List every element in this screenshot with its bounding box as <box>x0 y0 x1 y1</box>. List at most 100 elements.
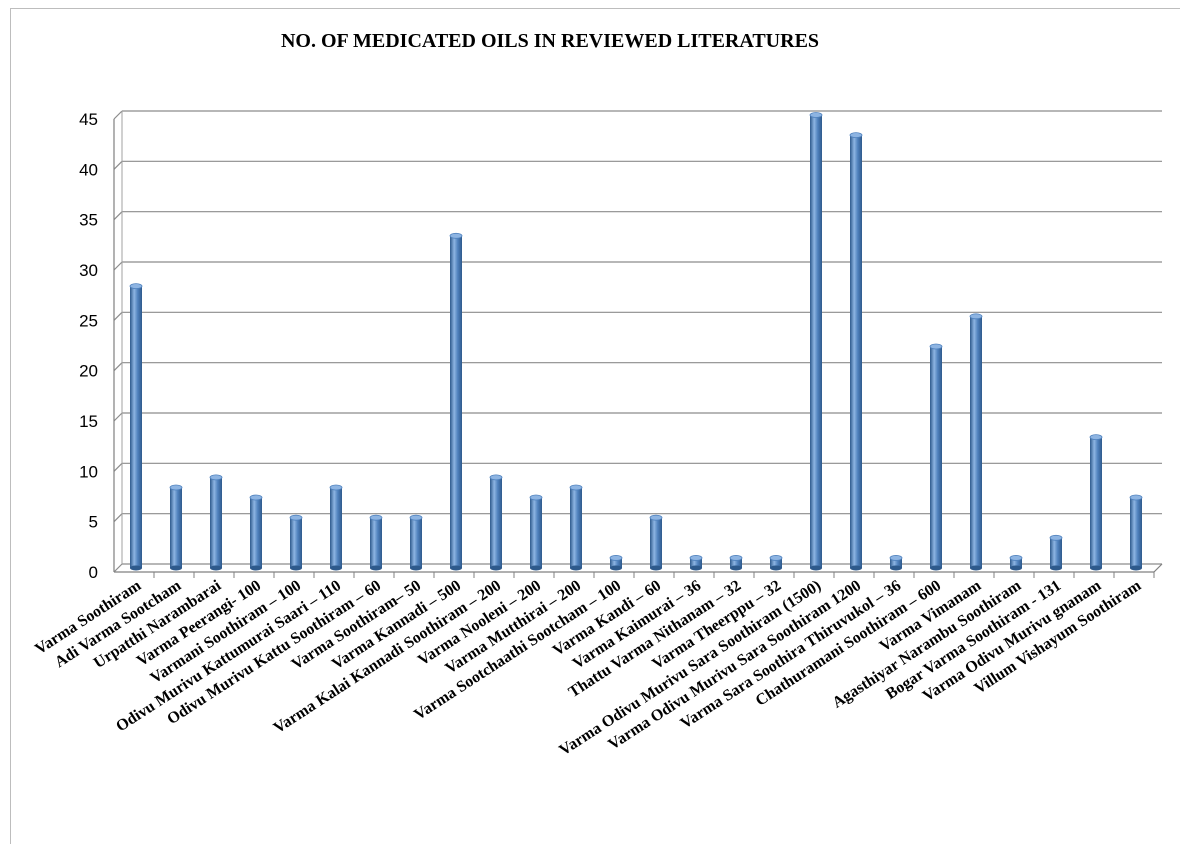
bar-base <box>410 566 422 571</box>
bar-cap <box>770 555 782 560</box>
bar-base <box>650 566 662 571</box>
bar-body <box>490 477 502 568</box>
bar-cap <box>850 133 862 138</box>
bar-base <box>210 566 222 571</box>
bar <box>450 233 462 570</box>
bar-body <box>930 347 942 568</box>
bar <box>610 555 622 570</box>
gridline-depth <box>114 111 122 119</box>
bar-cap <box>210 475 222 480</box>
y-tick-label: 25 <box>79 311 98 330</box>
bar-body <box>970 316 982 568</box>
bar-base <box>290 566 302 571</box>
bar-cap <box>1010 555 1022 560</box>
bar-body <box>1090 437 1102 568</box>
bar-body <box>810 115 822 568</box>
y-tick-label: 15 <box>79 412 98 431</box>
bar-cap <box>890 555 902 560</box>
bar-base <box>370 566 382 571</box>
bar-cap <box>690 555 702 560</box>
bar-cap <box>970 314 982 319</box>
bar-base <box>770 566 782 571</box>
bar-base <box>1050 566 1062 571</box>
y-tick-label: 30 <box>79 261 98 280</box>
bar-body <box>130 286 142 568</box>
bar-cap <box>810 113 822 118</box>
bar <box>170 485 182 571</box>
gridline-depth <box>114 262 122 270</box>
gridline-depth <box>114 463 122 471</box>
bar <box>1090 435 1102 571</box>
bar-base <box>170 566 182 571</box>
bar-cap <box>570 485 582 490</box>
bar <box>530 495 542 570</box>
bar-base <box>450 566 462 571</box>
bar <box>330 485 342 571</box>
gridline-depth <box>114 312 122 320</box>
bar-base <box>250 566 262 571</box>
bar-body <box>410 518 422 568</box>
bar-cap <box>130 284 142 289</box>
bar-base <box>890 566 902 571</box>
bar <box>490 475 502 571</box>
bar <box>410 515 422 570</box>
bar-base <box>130 566 142 571</box>
bar-cap <box>1130 495 1142 500</box>
bar <box>370 515 382 570</box>
bar-base <box>1090 566 1102 571</box>
bar <box>650 515 662 570</box>
bar <box>850 133 862 571</box>
bar <box>690 555 702 570</box>
bar <box>810 113 822 571</box>
bar-base <box>730 566 742 571</box>
bar <box>250 495 262 570</box>
bar-cap <box>450 233 462 238</box>
bar-base <box>690 566 702 571</box>
bar <box>1050 535 1062 570</box>
y-tick-label: 5 <box>89 513 98 532</box>
bar-base <box>850 566 862 571</box>
y-tick-label: 35 <box>79 211 98 230</box>
bar <box>210 475 222 571</box>
bar-body <box>1130 498 1142 568</box>
bar-body <box>290 518 302 568</box>
bar-cap <box>650 515 662 520</box>
bar <box>730 555 742 570</box>
bar-cap <box>170 485 182 490</box>
bar-cap <box>370 515 382 520</box>
axes <box>114 111 1162 578</box>
bar-cap <box>730 555 742 560</box>
bar-body <box>850 135 862 568</box>
bar-base <box>930 566 942 571</box>
y-tick-label: 0 <box>89 563 98 582</box>
bar <box>970 314 982 571</box>
floor-right-edge <box>1154 564 1162 572</box>
bar <box>290 515 302 570</box>
bar-cap <box>330 485 342 490</box>
bar-base <box>810 566 822 571</box>
gridlines <box>114 111 1162 572</box>
bar <box>1010 555 1022 570</box>
bar-body <box>210 477 222 568</box>
bar-body <box>170 487 182 568</box>
bar <box>930 344 942 570</box>
bar-cap <box>250 495 262 500</box>
bar-base <box>1010 566 1022 571</box>
gridline-depth <box>114 413 122 421</box>
bar <box>770 555 782 570</box>
y-tick-label: 20 <box>79 362 98 381</box>
gridline-depth <box>114 564 122 572</box>
bars <box>130 113 1142 571</box>
y-tick-label: 40 <box>79 160 98 179</box>
bar-body <box>1050 538 1062 568</box>
bar-body <box>330 487 342 568</box>
bar-base <box>530 566 542 571</box>
bar-body <box>570 487 582 568</box>
bar-body <box>650 518 662 568</box>
bar-cap <box>410 515 422 520</box>
bar-base <box>570 566 582 571</box>
bar <box>890 555 902 570</box>
bar-cap <box>530 495 542 500</box>
gridline-depth <box>114 161 122 169</box>
